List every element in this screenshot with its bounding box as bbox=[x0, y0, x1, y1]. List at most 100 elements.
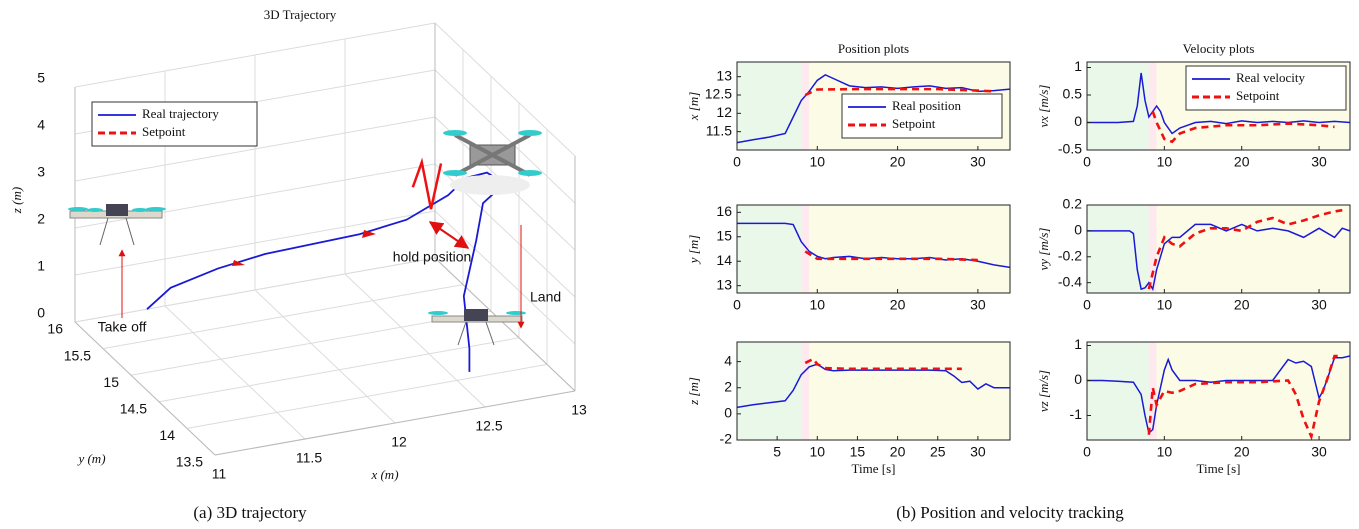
x-tick-label: 30 bbox=[970, 444, 986, 460]
subplot: 0 10 20 30 -0.4 -0.2 0 0.2 vy [m/s] bbox=[1036, 196, 1351, 313]
axis-edge bbox=[214, 390, 576, 456]
x-tick-label: 0 bbox=[733, 297, 741, 313]
plot-frame bbox=[1086, 204, 1351, 294]
y-tick-label: 13 bbox=[716, 67, 732, 83]
y-tick-label: 11.5 bbox=[706, 122, 732, 138]
plot-frame bbox=[736, 61, 1011, 151]
legend-box bbox=[91, 101, 258, 147]
caption: (a) 3D trajectory bbox=[193, 503, 307, 522]
x-tick-label: 30 bbox=[970, 297, 986, 313]
subplot: 0 10 20 30 -1 0 1 Time [s] vz [m/s] bbox=[1036, 336, 1351, 476]
x-tick-label: 5 bbox=[773, 444, 781, 460]
y-tick-label: 13.5 bbox=[176, 454, 203, 470]
y-tick-label: 14.5 bbox=[120, 401, 147, 417]
y-tick-label: -0.2 bbox=[1058, 247, 1082, 263]
legend-label: Setpoint bbox=[892, 116, 936, 131]
phase-region bbox=[1148, 62, 1157, 150]
y-tick-label: 13 bbox=[716, 276, 732, 292]
x-tick-label: 13 bbox=[571, 402, 587, 418]
y-tick-label: -2 bbox=[720, 431, 733, 447]
z-tick-label: 4 bbox=[37, 117, 45, 133]
caption: (b) Position and velocity tracking bbox=[896, 503, 1124, 522]
y-tick-label: 15.5 bbox=[64, 347, 91, 363]
y-tick-label: 14 bbox=[159, 427, 175, 443]
x-tick-label: 20 bbox=[890, 154, 906, 170]
phase-region bbox=[809, 205, 1010, 293]
y-tick-label: 0 bbox=[1074, 371, 1082, 387]
z-tick-label: 1 bbox=[37, 258, 45, 274]
y-axis-label: vz [m/s] bbox=[1036, 370, 1051, 412]
direction-arrow bbox=[232, 260, 245, 266]
z-tick-label: 0 bbox=[37, 305, 45, 321]
series-line bbox=[737, 73, 1010, 144]
series-line bbox=[1087, 355, 1350, 435]
phase-region bbox=[1156, 205, 1350, 293]
y-tick-label: -0.5 bbox=[1058, 141, 1082, 157]
trajectory-line bbox=[411, 157, 443, 210]
chart-title: Position plots bbox=[838, 41, 909, 56]
x-tick-label: 20 bbox=[1234, 154, 1250, 170]
chart-title: 3D Trajectory bbox=[264, 7, 337, 22]
x-tick-label: 0 bbox=[1083, 154, 1091, 170]
y-tick-label: 1 bbox=[1074, 58, 1082, 74]
grid-line bbox=[74, 257, 436, 323]
plot-frame bbox=[736, 204, 1011, 294]
x-tick-label: 11.5 bbox=[296, 450, 322, 466]
grid-line bbox=[102, 284, 464, 350]
plot-frame bbox=[1086, 341, 1351, 441]
y-tick-label: 0 bbox=[1074, 113, 1082, 129]
series-line bbox=[737, 363, 1010, 409]
grid-line bbox=[130, 310, 492, 376]
grid-line bbox=[186, 363, 548, 429]
x-tick-label: 12 bbox=[391, 434, 407, 450]
phase-region bbox=[809, 342, 1010, 440]
x-tick-label: 10 bbox=[1157, 154, 1173, 170]
decorations: Take off hold position Land bbox=[68, 130, 561, 346]
y-axis-label: y [m] bbox=[686, 235, 701, 266]
x-tick-label: 0 bbox=[1083, 444, 1091, 460]
y-axis-label: y (m) bbox=[76, 451, 105, 466]
phase-region bbox=[737, 62, 802, 150]
y-tick-label: 0.5 bbox=[1063, 86, 1083, 102]
x-tick-label: 10 bbox=[810, 444, 826, 460]
x-axis-label: Time [s] bbox=[1197, 461, 1241, 476]
axis-edge bbox=[434, 257, 576, 392]
y-tick-label: 4 bbox=[724, 352, 732, 368]
axis-edge bbox=[74, 321, 216, 456]
legend-label: Real velocity bbox=[1236, 70, 1305, 85]
y-axis-label: x [m] bbox=[686, 92, 701, 122]
arrow bbox=[428, 221, 470, 249]
drone-icon bbox=[68, 204, 166, 246]
grid-line bbox=[74, 210, 436, 276]
grid-line bbox=[434, 22, 576, 157]
drone-icon bbox=[428, 309, 526, 346]
z-tick-label: 2 bbox=[37, 211, 45, 227]
plot-frame bbox=[1086, 61, 1351, 151]
annotation: hold position bbox=[393, 249, 472, 265]
x-tick-label: 11 bbox=[212, 466, 227, 482]
y-axis-label: vx [m/s] bbox=[1036, 85, 1051, 128]
legend-label: Setpoint bbox=[142, 124, 186, 139]
series-line bbox=[1151, 111, 1335, 144]
subplot: 5 10 15 20 25 30 -2 0 2 4 Time [s] z [m] bbox=[686, 341, 1011, 476]
y-tick-label: 15 bbox=[716, 227, 732, 243]
grid-line bbox=[74, 22, 436, 88]
y-tick-label: -1 bbox=[1070, 406, 1083, 422]
y-tick-label: 12 bbox=[716, 104, 732, 120]
legend-box bbox=[841, 93, 1003, 139]
y-tick-label: 16 bbox=[716, 203, 732, 219]
y-tick-label: 15 bbox=[103, 374, 119, 390]
x-tick-label: 15 bbox=[850, 444, 866, 460]
grid-line bbox=[254, 289, 396, 424]
series-line bbox=[737, 222, 1010, 269]
phase-region bbox=[1087, 62, 1149, 150]
z-axis-label: z (m) bbox=[9, 187, 24, 214]
y-tick-label: -0.4 bbox=[1058, 273, 1082, 289]
x-tick-label: 10 bbox=[810, 154, 826, 170]
series-line bbox=[1087, 223, 1350, 292]
y-axis-label: vy [m/s] bbox=[1036, 228, 1051, 271]
x-tick-label: 20 bbox=[1234, 297, 1250, 313]
subplot: 0 10 20 30 11.5 12 12.5 13 Position plots x [m] Re… bbox=[686, 41, 1011, 170]
